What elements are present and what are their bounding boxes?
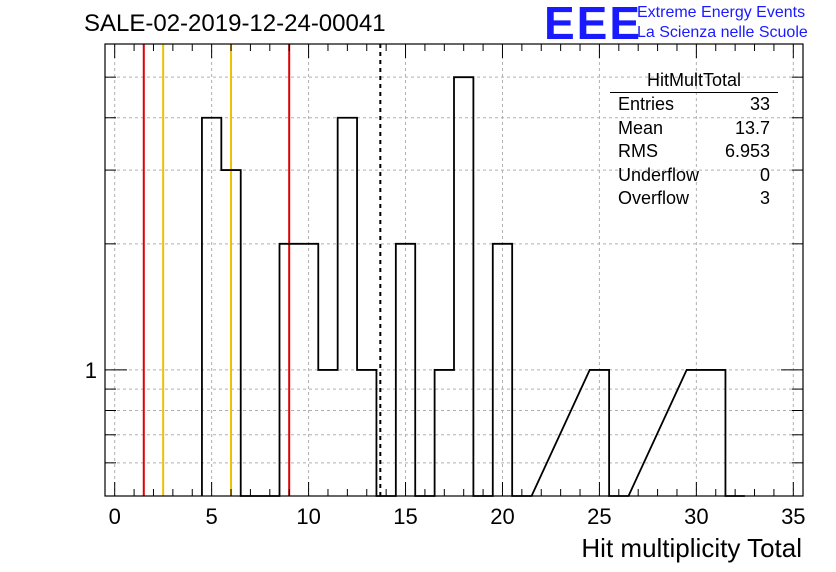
histogram-bin <box>357 370 376 496</box>
tick-label-layer: 0 5 10 15 20 25 30 35 1 <box>85 358 806 529</box>
marker-lines-layer <box>142 44 382 496</box>
stat-label: Overflow <box>618 188 690 208</box>
tick-layer <box>105 44 803 496</box>
stats-row-entries: Entries 33 <box>610 93 778 117</box>
x-tick-label: 5 <box>206 504 218 529</box>
stats-row-overflow: Overflow 3 <box>610 187 778 211</box>
stats-box: HitMultTotal Entries 33 Mean 13.7 RMS 6.… <box>610 70 778 211</box>
x-tick-label: 30 <box>684 504 708 529</box>
histogram-bin <box>454 77 473 496</box>
histogram-bin <box>706 370 725 496</box>
stat-value: 3 <box>759 188 770 208</box>
histogram-bin <box>221 170 240 496</box>
x-tick-label: 25 <box>587 504 611 529</box>
plot-frame <box>104 43 804 497</box>
x-axis-label: Hit multiplicity Total <box>581 533 802 563</box>
stat-value: 33 <box>749 94 770 114</box>
stat-label: Underflow <box>618 164 700 185</box>
histogram-bin <box>202 118 221 496</box>
histogram-bin <box>338 118 357 496</box>
y-tick-label: 1 <box>85 358 97 383</box>
stats-row-mean: Mean 13.7 <box>610 117 778 141</box>
stat-label: Mean <box>618 117 664 138</box>
stat-value: 13.7 <box>734 117 770 138</box>
x-tick-label: 0 <box>109 504 121 529</box>
histogram-bin <box>493 244 512 496</box>
x-tick-label: 15 <box>393 504 417 529</box>
histogram-bin <box>435 370 454 496</box>
x-tick-label: 20 <box>490 504 514 529</box>
stats-title: HitMultTotal <box>610 70 778 93</box>
histogram-bin <box>396 244 415 496</box>
plot-title: SALE-02-2019-12-24-00041 <box>84 10 386 37</box>
histogram-bin <box>590 370 609 496</box>
histogram-bin <box>687 370 706 496</box>
histogram-bin <box>280 244 299 496</box>
stat-value: 0 <box>759 164 770 185</box>
stats-row-rms: RMS 6.953 <box>610 140 778 164</box>
x-tick-label: 10 <box>296 504 320 529</box>
logo-subtitle-line2: La Scienza nelle Scuole <box>637 24 808 41</box>
eee-logo: EEE <box>544 0 643 49</box>
stat-label: RMS <box>618 141 658 161</box>
stat-value: 6.953 <box>724 141 770 161</box>
histogram-bin <box>299 244 318 496</box>
x-tick-label: 35 <box>781 504 805 529</box>
histogram-bin <box>318 370 337 496</box>
logo-subtitle-line1: Extreme Energy Events <box>637 4 806 21</box>
stats-row-underflow: Underflow 0 <box>610 164 778 188</box>
stat-label: Entries <box>618 94 675 114</box>
